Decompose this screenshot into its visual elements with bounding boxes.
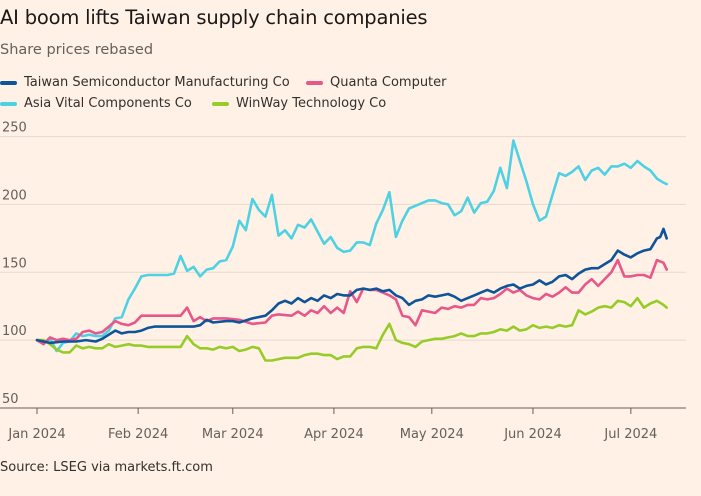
- legend-label-winway: WinWay Technology Co: [236, 96, 387, 111]
- axes: 50 100 150 200 250 Jan 2024 Feb 2024 Mar 2024 Ap…: [2, 121, 657, 442]
- series-line-0: [35, 227, 669, 345]
- legend-swatch-avc: [0, 101, 17, 106]
- x-tick-label-2: Mar 2024: [202, 427, 264, 442]
- y-tick-label-50: 50: [2, 392, 19, 407]
- y-tick-label-200: 200: [2, 188, 27, 203]
- legend-label-quanta: Quanta Computer: [330, 75, 447, 90]
- y-tick-label-250: 250: [2, 121, 27, 136]
- x-tick-label-6: Jul 2024: [603, 427, 657, 442]
- legend-item-tsmc: Taiwan Semiconductor Manufacturing Co: [0, 75, 290, 90]
- x-tick-label-3: Apr 2024: [304, 427, 364, 442]
- chart-source: Source: LSEG via markets.ft.com: [0, 460, 213, 475]
- series-line-3: [35, 296, 669, 362]
- chart-subtitle: Share prices rebased: [0, 42, 154, 58]
- x-tick-label-5: Jun 2024: [503, 427, 562, 442]
- legend-item-quanta: Quanta Computer: [306, 75, 447, 90]
- y-tick-label-150: 150: [2, 256, 27, 271]
- series-lines: [35, 139, 669, 362]
- legend-swatch-tsmc: [0, 80, 17, 85]
- y-tick-label-100: 100: [2, 324, 27, 339]
- legend-swatch-quanta: [306, 80, 323, 85]
- x-tick-label-1: Feb 2024: [108, 427, 168, 442]
- gridlines: [0, 136, 686, 409]
- legend-label-avc: Asia Vital Components Co: [24, 96, 192, 111]
- legend-swatch-winway: [212, 101, 229, 106]
- x-tick-label-4: May 2024: [400, 427, 464, 442]
- legend-label-tsmc: Taiwan Semiconductor Manufacturing Co: [24, 75, 290, 90]
- legend-item-winway: WinWay Technology Co: [212, 96, 386, 111]
- series-line-2: [35, 139, 669, 353]
- legend-item-avc: Asia Vital Components Co: [0, 96, 192, 111]
- chart-title: AI boom lifts Taiwan supply chain compan…: [0, 6, 428, 29]
- x-tick-label-0: Jan 2024: [7, 427, 65, 442]
